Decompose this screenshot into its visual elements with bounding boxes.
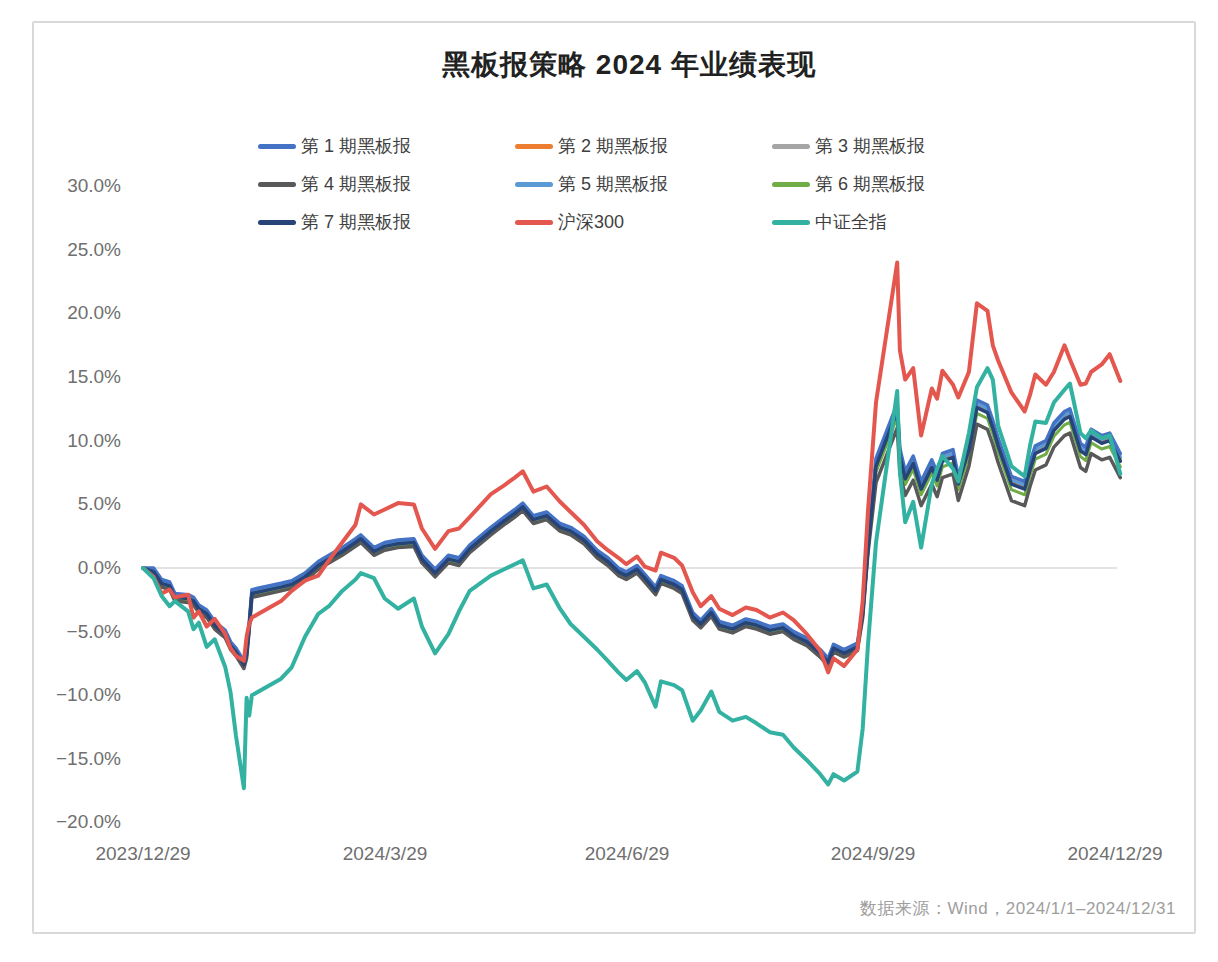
- performance-chart: 黑板报策略 2024 年业绩表现 第 1 期黑板报 第 2 期黑板报 第 3 期…: [0, 0, 1218, 962]
- series-line-第 4 期黑板报: [143, 424, 1120, 668]
- plot-area: [0, 0, 1218, 962]
- series-line-沪深300: [143, 263, 1120, 673]
- series-line-第 6 期黑板报: [143, 413, 1120, 667]
